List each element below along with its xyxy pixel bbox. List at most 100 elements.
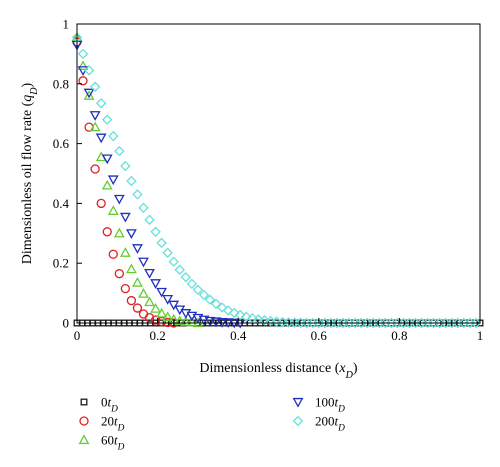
data-point	[102, 114, 113, 125]
data-point	[107, 205, 119, 215]
data-point	[162, 294, 174, 305]
legend-item-0td: 0tD	[80, 395, 118, 415]
data-point	[120, 283, 131, 294]
data-point	[132, 244, 143, 254]
legend-marker	[292, 397, 304, 408]
plot-frame	[76, 23, 481, 324]
data-point	[150, 226, 161, 238]
data-point	[204, 294, 216, 305]
data-point	[156, 287, 168, 298]
data-point	[78, 76, 88, 86]
plot-area	[71, 31, 484, 329]
legend-marker	[79, 416, 89, 426]
data-point	[174, 315, 186, 325]
series-200td	[71, 32, 482, 329]
legend-marker	[78, 434, 90, 445]
data-point	[119, 247, 131, 257]
x-tick-label: 1	[477, 328, 484, 343]
data-point	[204, 316, 216, 327]
data-point	[108, 130, 119, 142]
data-point	[108, 249, 118, 259]
x-tick-label: 0.6	[311, 328, 328, 343]
x-tick-label: 0.2	[149, 328, 165, 343]
x-axis-label: Dimensionless distance (xD)	[199, 361, 357, 381]
legend-label: 60tD	[101, 433, 125, 453]
data-point	[228, 307, 240, 319]
data-point	[89, 111, 101, 121]
data-point	[126, 175, 137, 187]
data-point	[138, 257, 149, 268]
data-point	[90, 164, 100, 174]
x-tick-label: 0.4	[230, 328, 247, 343]
data-point	[132, 303, 143, 313]
data-point	[156, 307, 168, 318]
data-point	[126, 263, 137, 274]
data-point	[162, 311, 174, 322]
data-point	[156, 237, 167, 249]
legend-item-60td: 60tD	[78, 433, 125, 453]
data-point	[144, 214, 155, 226]
data-point	[126, 229, 137, 239]
data-point	[198, 289, 210, 301]
data-point	[113, 194, 125, 205]
legend-label: 200tD	[315, 414, 345, 434]
data-point	[102, 227, 112, 237]
data-point	[83, 88, 95, 99]
data-point	[168, 256, 179, 267]
data-point	[89, 121, 101, 132]
data-point	[83, 65, 95, 76]
data-point	[241, 311, 252, 322]
y-tick-label: 0	[63, 316, 70, 331]
data-point	[253, 314, 264, 325]
data-point	[126, 295, 137, 306]
legend-item-100td: 100tD	[292, 395, 345, 415]
data-point	[144, 312, 155, 323]
data-point	[470, 317, 482, 329]
legend-label: 0tD	[101, 395, 118, 415]
data-point	[210, 317, 222, 328]
data-point	[192, 284, 204, 296]
data-point	[138, 309, 149, 319]
data-point	[96, 198, 106, 209]
data-point	[210, 298, 222, 310]
data-point	[144, 268, 155, 279]
data-point	[198, 315, 210, 326]
data-point	[180, 316, 192, 326]
data-point	[150, 315, 161, 325]
series-20td	[72, 37, 179, 328]
data-point	[132, 189, 143, 200]
legend-label: 20tD	[101, 414, 125, 434]
data-point	[95, 133, 107, 144]
data-point	[234, 309, 246, 321]
data-point	[162, 247, 173, 258]
axes: 0 0.2 0.4 0.6 0.8 1 0 0.2 0.4 0.6 0.8 1 Dimensionles…	[20, 17, 483, 381]
data-point	[107, 175, 119, 186]
data-point	[168, 300, 180, 311]
data-point	[138, 288, 149, 298]
y-axis-label: Dimensionless oil flow rate (qD)	[20, 82, 40, 264]
data-point	[180, 272, 192, 283]
data-point	[77, 60, 89, 70]
data-point	[120, 160, 131, 172]
data-point	[101, 154, 113, 165]
data-point	[119, 212, 131, 223]
data-point	[114, 145, 125, 157]
series-100td	[71, 40, 246, 329]
y-tick-label: 0.2	[53, 256, 69, 271]
legend-item-200td: 200tD	[292, 414, 345, 434]
data-point	[113, 227, 125, 238]
data-point	[150, 279, 161, 289]
y-tick-label: 0.6	[53, 136, 70, 151]
data-point	[114, 269, 124, 279]
x-tick-label: 0.8	[391, 328, 407, 343]
data-point	[222, 305, 234, 316]
data-point	[150, 303, 161, 313]
data-point	[138, 202, 149, 214]
data-point	[144, 296, 155, 307]
series-60td	[71, 31, 204, 328]
legend-marker	[292, 415, 304, 427]
data-point	[77, 48, 89, 60]
data-point	[101, 179, 113, 190]
